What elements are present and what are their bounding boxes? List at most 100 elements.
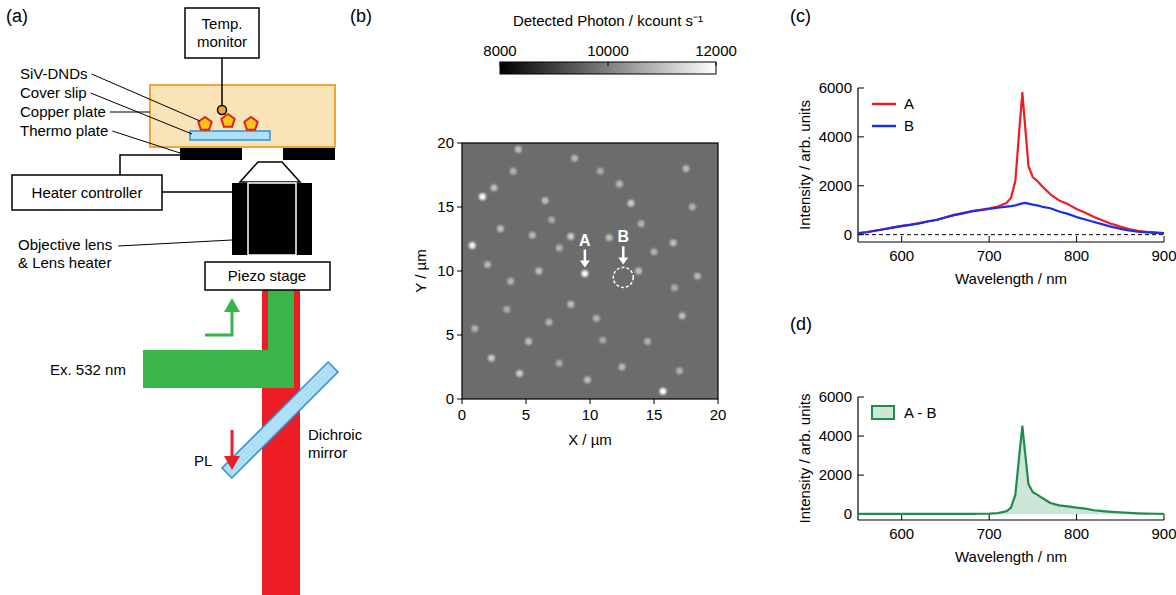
siv-dnd — [244, 117, 257, 130]
x-tick — [1076, 514, 1077, 520]
pl-arrowhead — [224, 456, 240, 470]
x-tick-label: 0 — [458, 406, 466, 423]
annotation-arrow — [584, 250, 587, 262]
spot — [567, 233, 574, 240]
y-tick-label: 2000 — [819, 466, 852, 483]
annotation-arrowhead — [580, 261, 590, 268]
connector — [221, 58, 223, 108]
temp-monitor-label-line: monitor — [197, 33, 247, 50]
spectrum-panel: (c)6007008009000200040006000Wavelength /… — [790, 6, 1176, 287]
thermo-plate — [283, 148, 335, 160]
copper-plate — [150, 85, 335, 147]
spectrum-panel: (d)6007008009000200040006000Wavelength /… — [790, 314, 1176, 565]
spot — [679, 312, 686, 319]
excitation-beam — [143, 350, 294, 388]
y-tick-label: 0 — [844, 226, 852, 243]
x-axis-title: X / µm — [568, 431, 612, 448]
spot — [628, 200, 635, 207]
temp-monitor-label: Temp.monitor — [197, 15, 247, 50]
panel-label: (a) — [6, 6, 28, 26]
y-tick — [457, 335, 462, 336]
label: Piezo stage — [228, 267, 306, 284]
x-tick-label: 5 — [522, 406, 530, 423]
pl-arrow — [231, 430, 234, 458]
annotation-arrow — [622, 246, 625, 258]
spot — [484, 261, 491, 268]
label: Cover slip — [20, 84, 87, 101]
spot — [593, 315, 600, 322]
spot — [584, 376, 591, 383]
label: Dichroicmirror — [308, 426, 363, 461]
connector — [120, 155, 180, 175]
x-tick — [590, 399, 591, 404]
spot — [488, 355, 495, 362]
x-tick-label: 900 — [1151, 247, 1176, 264]
y-tick — [858, 436, 864, 437]
label: Heater controller — [32, 184, 143, 201]
y-tick-label: 4000 — [819, 128, 852, 145]
cover-slip — [190, 131, 270, 140]
annotation-arrowhead — [618, 257, 628, 264]
annotation-circle — [613, 267, 633, 287]
x-tick — [526, 399, 527, 404]
map-marks — [462, 143, 718, 399]
y-tick-label: 15 — [437, 198, 454, 215]
objective-barrel — [248, 183, 296, 255]
legend-swatch — [872, 125, 896, 128]
label-line: Objective lens — [18, 236, 112, 253]
siv-dnd — [221, 114, 234, 127]
x-tick — [989, 236, 990, 242]
spot — [689, 204, 696, 211]
x-axis — [858, 519, 1164, 520]
x-axis-title: Wavelength / nm — [955, 548, 1067, 565]
colorbar — [500, 62, 716, 74]
spot — [469, 242, 476, 249]
x-tick-label: 15 — [646, 406, 663, 423]
y-tick-label: 6000 — [819, 388, 852, 405]
spot — [529, 232, 536, 239]
x-tick-label: 800 — [1064, 247, 1089, 264]
map-background — [462, 143, 718, 399]
x-tick-label: 700 — [977, 247, 1002, 264]
label: Ex. 532 nm — [50, 361, 126, 378]
y-tick-label: 6000 — [819, 79, 852, 96]
colorbar-tick — [608, 62, 609, 66]
x-tick — [462, 399, 463, 404]
temp-monitor-box — [185, 8, 259, 58]
spot — [479, 193, 486, 200]
temp-sensor — [218, 106, 227, 115]
y-tick-label: 20 — [437, 134, 454, 151]
spot — [548, 216, 555, 223]
heater-controller-box — [12, 175, 162, 210]
colorbar-tick — [500, 62, 501, 66]
y-tick — [858, 397, 864, 398]
plot-marks — [858, 426, 1164, 514]
leader — [92, 74, 200, 121]
y-tick — [457, 399, 462, 400]
y-axis-title: Intensity / arb. units — [796, 100, 813, 230]
spot — [556, 245, 563, 252]
spot — [497, 225, 504, 232]
excitation-arrow — [205, 310, 232, 335]
label-line: mirror — [308, 444, 347, 461]
spot — [635, 268, 642, 275]
spot — [567, 301, 574, 308]
series-line — [858, 93, 1164, 233]
panel-label: (d) — [790, 314, 812, 334]
y-tick — [457, 207, 462, 208]
spot — [491, 184, 498, 191]
spot — [644, 338, 651, 345]
lens-heater — [232, 183, 312, 255]
leader — [112, 131, 180, 153]
colorbar-tick-label: 10000 — [587, 42, 629, 59]
x-tick-label: 800 — [1064, 525, 1089, 542]
x-tick-label: 700 — [977, 525, 1002, 542]
spot — [683, 165, 690, 172]
spot — [581, 270, 588, 277]
x-tick — [989, 514, 990, 520]
spot — [546, 319, 553, 326]
siv-dnd — [198, 117, 211, 130]
label: Objective lens& Lens heater — [18, 236, 112, 271]
frame — [462, 143, 718, 399]
y-axis — [857, 397, 858, 520]
